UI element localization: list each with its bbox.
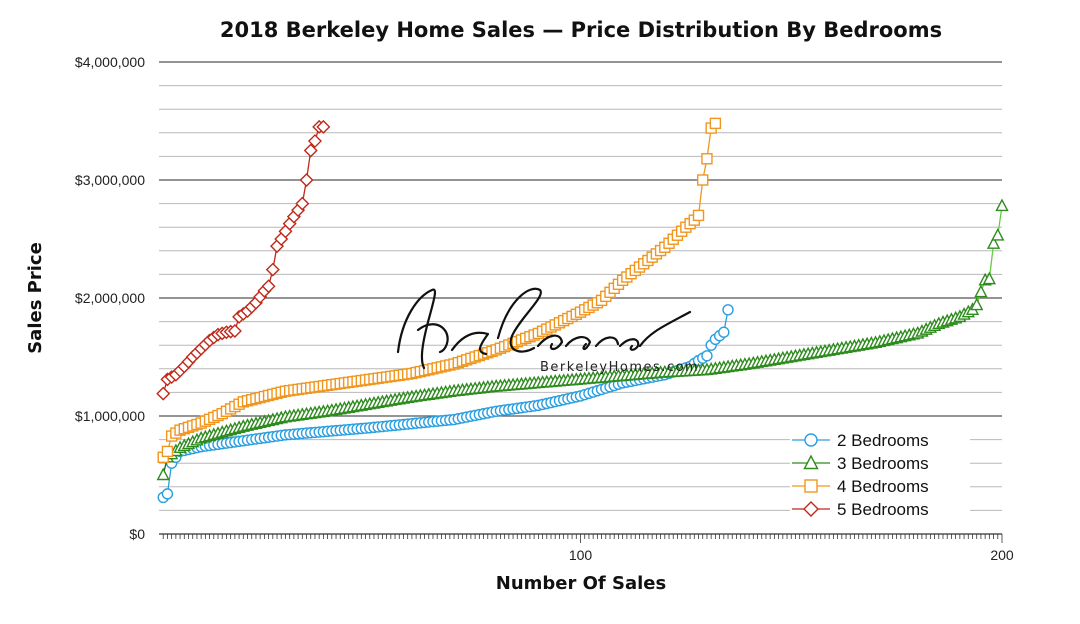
- x-tick-label: 100: [569, 547, 593, 563]
- triangle-marker: [995, 198, 1009, 212]
- y-tick-label: $2,000,000: [75, 290, 145, 306]
- circle-marker: [161, 488, 174, 500]
- legend-label: 3 Bedrooms: [837, 454, 929, 473]
- legend-background: [790, 424, 970, 524]
- circle-marker: [718, 326, 730, 338]
- triangle-marker: [991, 227, 1005, 241]
- y-axis-ticks: $0 $1,000,000 $2,000,000 $3,000,000 $4,000,0…: [75, 54, 145, 542]
- y-axis-title: Sales Price: [25, 242, 46, 354]
- circle-marker: [722, 304, 734, 316]
- series-5-bedrooms: [156, 119, 331, 401]
- triangle-marker: [974, 284, 988, 298]
- triangle-marker: [982, 271, 997, 285]
- diamond-marker: [156, 386, 171, 401]
- legend-label: 2 Bedrooms: [837, 431, 929, 450]
- signature-graphic: [396, 287, 692, 370]
- square-marker: [804, 479, 818, 493]
- diamond-marker: [316, 119, 331, 134]
- x-axis: 100 200: [159, 533, 1014, 563]
- diamond-marker: [265, 262, 280, 277]
- square-marker: [697, 174, 709, 186]
- triangle-marker: [156, 467, 170, 481]
- diamond-marker: [299, 173, 314, 187]
- y-tick-label: $3,000,000: [75, 172, 145, 188]
- triangle-marker: [986, 236, 1001, 249]
- circle-marker: [804, 433, 818, 447]
- series-3-bedrooms: [156, 198, 1009, 481]
- diamond-marker: [295, 196, 310, 211]
- series-line: [162, 126, 324, 394]
- triangle-marker: [803, 454, 819, 470]
- diamond-marker: [303, 143, 318, 158]
- legend-label: 5 Bedrooms: [837, 500, 929, 519]
- diamond-marker: [307, 134, 322, 149]
- legend-label: 4 Bedrooms: [837, 477, 929, 496]
- y-tick-label: $4,000,000: [75, 54, 145, 70]
- square-marker: [161, 445, 174, 458]
- watermark-site: BerkeleyHomes.com: [540, 360, 699, 375]
- legend: 2 Bedrooms 3 Bedrooms 4 Bedrooms 5 Bedrooms: [790, 424, 970, 524]
- y-tick-label: $0: [129, 526, 145, 542]
- chart-title: 2018 Berkeley Home Sales — Price Distrib…: [220, 18, 942, 42]
- square-marker: [692, 209, 705, 222]
- square-marker: [709, 117, 722, 130]
- diamond-marker: [803, 501, 819, 517]
- circle-marker: [701, 350, 713, 362]
- series-layer: [156, 117, 1009, 504]
- y-tick-label: $1,000,000: [75, 408, 145, 424]
- diamond-marker: [227, 324, 242, 339]
- signature-watermark: BerkeleyHomes.com: [396, 287, 699, 375]
- x-axis-title: Number Of Sales: [496, 573, 666, 594]
- x-tick-label: 200: [990, 547, 1014, 563]
- triangle-marker: [970, 297, 984, 311]
- series-4-bedrooms: [157, 117, 722, 463]
- series-2-bedrooms: [157, 304, 734, 504]
- diamond-marker: [261, 279, 276, 294]
- square-marker: [701, 153, 713, 165]
